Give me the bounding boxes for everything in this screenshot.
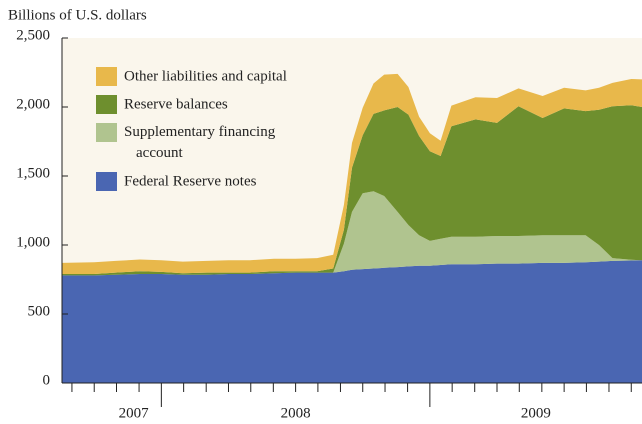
x-tick-label: 2009 <box>521 405 551 421</box>
legend-swatch <box>96 67 117 86</box>
area <box>62 105 642 276</box>
y-tick-label: 1,000 <box>16 234 50 250</box>
legend-label: Federal Reserve notes <box>124 173 257 189</box>
y-tick-label: 0 <box>43 372 51 388</box>
legend-label: Other liabilities and capital <box>124 68 287 84</box>
legend-label: Reserve balances <box>124 96 228 112</box>
area <box>62 191 642 276</box>
legend-swatch <box>96 172 117 191</box>
y-tick-label: 2,500 <box>16 27 50 43</box>
area <box>62 73 642 275</box>
y-tick-label: 1,500 <box>16 165 50 181</box>
legend-swatch <box>96 123 117 142</box>
y-tick-label: 500 <box>28 303 51 319</box>
x-tick-label: 2007 <box>119 405 150 421</box>
y-tick-label: 2,000 <box>16 96 50 112</box>
y-axis-label: Billions of U.S. dollars <box>8 7 147 23</box>
area <box>62 260 642 383</box>
legend-swatch <box>96 95 117 114</box>
x-tick-label: 2008 <box>281 405 311 421</box>
legend-label: Supplementary financing account <box>124 124 276 161</box>
